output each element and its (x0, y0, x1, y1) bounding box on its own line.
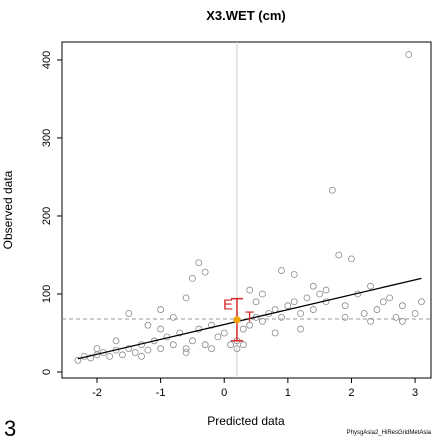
data-point (246, 321, 254, 329)
data-point (405, 51, 413, 58)
data-point (252, 298, 260, 306)
y-tick-label: 300 (41, 129, 53, 147)
data-point (278, 267, 285, 274)
error-label: T (245, 309, 254, 326)
panel-label: 3 (4, 416, 16, 441)
data-point (297, 325, 304, 333)
data-point (176, 329, 184, 337)
data-point (189, 337, 196, 345)
y-axis-label: Observed data (1, 170, 15, 249)
data-point (239, 341, 247, 349)
data-point (297, 310, 304, 317)
data-point (386, 294, 394, 302)
data-point (418, 298, 425, 306)
data-point (246, 286, 254, 294)
data-point (227, 341, 234, 349)
data-point (341, 302, 349, 310)
data-point (271, 329, 279, 337)
data-point (392, 313, 400, 321)
data-point (106, 352, 114, 360)
data-point (316, 290, 324, 298)
data-point (208, 345, 215, 352)
y-tick-label: 0 (41, 369, 53, 375)
error-point (233, 316, 241, 324)
data-point (379, 298, 387, 306)
x-tick-label: 0 (221, 387, 227, 399)
data-point (220, 329, 228, 337)
data-point (195, 325, 203, 333)
data-point (169, 341, 177, 349)
data-point (335, 251, 343, 259)
y-tick-label: 400 (41, 51, 53, 69)
data-point (74, 356, 82, 364)
data-point (259, 290, 266, 298)
data-point (138, 352, 145, 360)
data-point (169, 313, 177, 321)
y-tick-label: 100 (41, 285, 53, 303)
data-point (348, 255, 355, 263)
data-point (182, 349, 190, 356)
y-tick-label: 200 (41, 207, 53, 225)
data-point (189, 274, 196, 282)
data-point (367, 317, 374, 325)
data-point (373, 306, 381, 313)
data-point (125, 310, 133, 317)
data-point (182, 294, 190, 302)
footer: PhysgAsia2_HiResGridMetAsia (347, 430, 432, 436)
x-tick-label: -2 (92, 387, 102, 399)
data-point (93, 345, 101, 352)
data-point (303, 294, 311, 302)
data-point (144, 321, 152, 329)
data-point (309, 282, 317, 290)
data-point (214, 333, 222, 341)
error-label: E (223, 297, 233, 314)
fit-line (77, 277, 422, 360)
plot-frame (61, 41, 432, 379)
x-tick-label: -1 (156, 387, 166, 399)
data-point (367, 282, 374, 290)
data-point (201, 341, 209, 349)
data-point (398, 317, 406, 325)
data-point (201, 268, 209, 276)
chart-title: X3.WET (cm) (206, 8, 285, 23)
data-point (411, 310, 419, 317)
data-point (278, 313, 285, 321)
data-point (144, 346, 152, 354)
data-point (157, 306, 165, 313)
data-point (284, 302, 292, 310)
data-point (208, 321, 215, 329)
data-point (125, 345, 133, 352)
data-point (157, 325, 165, 333)
data-point (398, 302, 406, 310)
x-axis-label: Predicted data (207, 414, 285, 428)
data-point (157, 345, 165, 352)
data-point (87, 354, 95, 362)
data-point (322, 286, 330, 294)
data-point (233, 345, 241, 352)
data-point (341, 313, 349, 321)
data-point (239, 325, 247, 333)
data-point (131, 349, 139, 356)
data-point (182, 345, 190, 352)
data-point (112, 337, 120, 345)
data-point (290, 298, 298, 306)
data-point (290, 271, 298, 278)
data-point (328, 186, 336, 194)
x-tick-label: 2 (348, 387, 354, 399)
data-point (195, 259, 203, 267)
data-point (259, 317, 266, 325)
data-point (119, 351, 126, 359)
data-point (309, 306, 317, 313)
data-point (360, 310, 368, 317)
x-tick-label: 1 (285, 387, 291, 399)
x-tick-label: 3 (412, 387, 418, 399)
